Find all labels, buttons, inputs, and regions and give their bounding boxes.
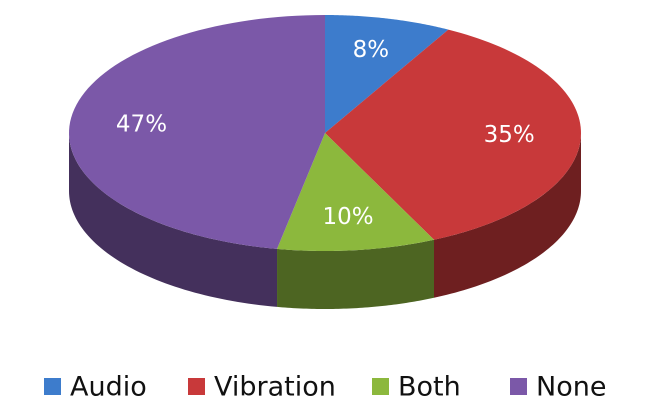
value-label: 47%	[116, 112, 167, 138]
legend-swatch	[372, 378, 389, 395]
slice-side	[69, 133, 278, 307]
legend-swatch	[44, 378, 61, 395]
slice	[325, 15, 449, 133]
legend-label: Audio	[70, 372, 147, 403]
legend-label: Both	[398, 372, 461, 403]
value-label: 35%	[484, 122, 535, 148]
legend-label: None	[536, 372, 606, 403]
legend-swatch	[510, 378, 527, 395]
slice-side	[433, 133, 581, 298]
slice	[69, 15, 325, 249]
legend-swatch	[188, 378, 205, 395]
slice	[277, 133, 434, 251]
slice	[325, 29, 581, 240]
legend-label: Vibration	[214, 372, 336, 403]
value-label: 8%	[353, 37, 390, 63]
value-label: 10%	[323, 204, 374, 230]
slice-side	[277, 239, 434, 309]
